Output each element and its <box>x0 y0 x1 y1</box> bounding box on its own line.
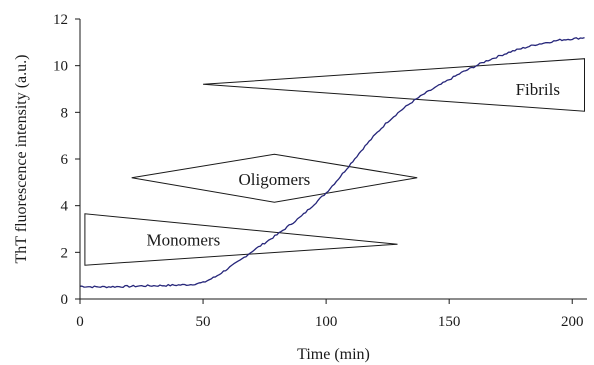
annotation-layer: Monomers Oligomers Fibrils <box>84 58 585 266</box>
y-ticks: 0 2 4 6 8 10 12 <box>53 12 80 308</box>
annotation-monomers-label: Monomers <box>147 231 221 250</box>
series-line-tht <box>79 37 585 289</box>
annotation-monomers-shape <box>84 213 398 266</box>
x-tick-label-1: 50 <box>196 314 211 330</box>
annotation-fibrils-shape <box>203 58 585 112</box>
y-tick-label-0: 0 <box>61 292 69 308</box>
y-tick-label-2: 4 <box>61 199 69 215</box>
annotation-oligomers-shape <box>131 153 418 203</box>
y-tick-label-6: 12 <box>53 12 68 28</box>
x-tick-label-0: 0 <box>76 314 84 330</box>
annotation-fibrils-label: Fibrils <box>516 80 560 99</box>
x-tick-label-3: 150 <box>438 314 461 330</box>
y-tick-label-4: 8 <box>61 105 69 121</box>
y-tick-label-1: 2 <box>61 245 69 261</box>
x-axis-title: Time (min) <box>297 346 370 363</box>
x-tick-label-2: 100 <box>315 314 338 330</box>
annotation-oligomers-label: Oligomers <box>239 170 311 189</box>
y-axis-title: ThT fluorescence intensity (a.u.) <box>13 55 30 264</box>
x-tick-label-4: 200 <box>561 314 584 330</box>
y-tick-label-5: 10 <box>53 59 68 75</box>
x-ticks: 0 50 100 150 200 <box>76 299 583 330</box>
y-tick-label-3: 6 <box>61 152 69 168</box>
